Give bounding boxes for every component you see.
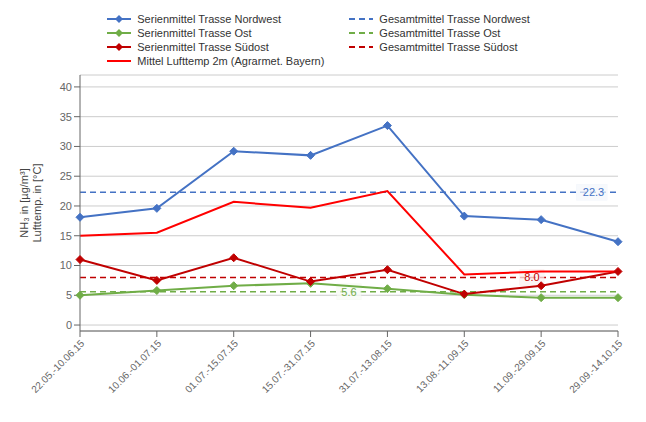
svg-text:31.07.-13.08.15: 31.07.-13.08.15 <box>337 337 395 395</box>
svg-text:15.07.-31.07.15: 15.07.-31.07.15 <box>260 337 318 395</box>
svg-text:8.0: 8.0 <box>524 271 539 283</box>
svg-text:11.09.-29.09.15: 11.09.-29.09.15 <box>491 337 548 394</box>
svg-text:22.05.-10.06.15: 22.05.-10.06.15 <box>29 337 87 395</box>
svg-text:13.08.-11.09.15: 13.08.-11.09.15 <box>414 337 471 394</box>
svg-text:15: 15 <box>60 230 72 242</box>
svg-text:40: 40 <box>60 81 72 93</box>
svg-text:22.3: 22.3 <box>583 186 604 198</box>
html-text:Serienmittel Trasse Südost: Serienmittel Trasse Südost <box>137 41 269 53</box>
svg-text:5.6: 5.6 <box>341 286 356 298</box>
svg-text:5: 5 <box>66 289 72 301</box>
svg-text:10: 10 <box>60 259 72 271</box>
svg-text:0: 0 <box>66 319 72 331</box>
html-text:Serienmittel Trasse Nordwest: Serienmittel Trasse Nordwest <box>137 13 281 25</box>
svg-text:35: 35 <box>60 111 72 123</box>
html-text:Gesamtmittel Trasse Südost: Gesamtmittel Trasse Südost <box>379 41 518 53</box>
html-text:Gesamtmittel Trasse Nordwest: Gesamtmittel Trasse Nordwest <box>379 13 530 25</box>
svg-text:25: 25 <box>60 170 72 182</box>
html-text:Serienmittel Trasse Ost: Serienmittel Trasse Ost <box>137 27 252 39</box>
svg-text:30: 30 <box>60 140 72 152</box>
svg-text:01.07.-15.07.15: 01.07.-15.07.15 <box>183 337 241 395</box>
svg-text:10.06.-01.07.15: 10.06.-01.07.15 <box>106 337 164 395</box>
svg-text:29.09.-14.10.15: 29.09.-14.10.15 <box>567 337 625 395</box>
svg-text:NH₃ in [µg/m³]Lufttemp. in [°C: NH₃ in [µg/m³]Lufttemp. in [°C] <box>18 164 43 243</box>
html-text:Mittel Lufttemp 2m (Agrarmet.: Mittel Lufttemp 2m (Agrarmet. Bayern) <box>137 55 325 67</box>
svg-text:20: 20 <box>60 200 72 212</box>
html-text:Gesamtmittel Trasse Ost: Gesamtmittel Trasse Ost <box>379 27 501 39</box>
